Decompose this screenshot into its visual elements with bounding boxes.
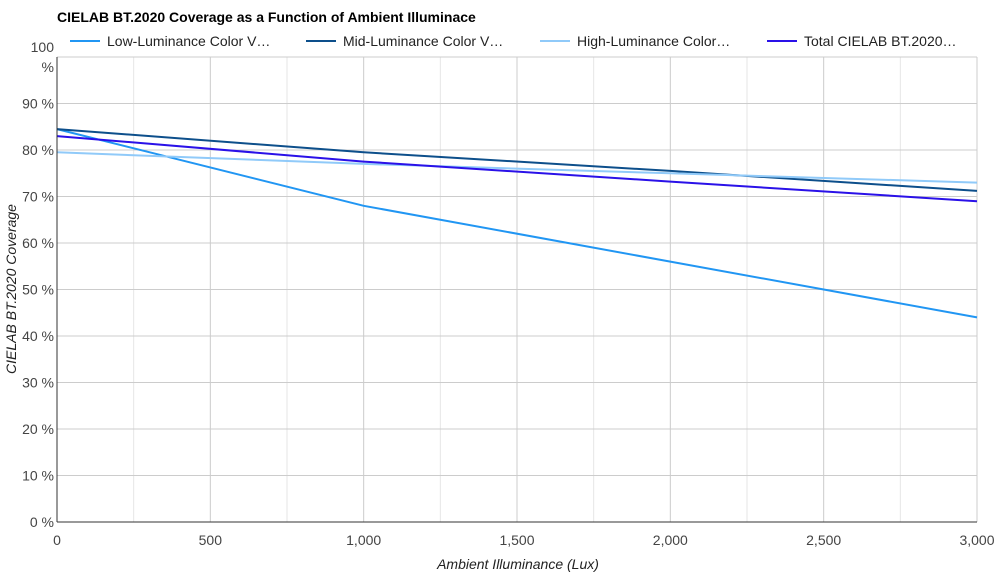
legend-label-2: Mid-Luminance Color V… <box>343 33 503 49</box>
x-tick-label: 1,000 <box>346 532 381 548</box>
series-line-4 <box>56 135 978 203</box>
y-tick-label-unit: % <box>42 59 54 75</box>
x-tick-label: 0 <box>53 532 61 548</box>
y-tick-label: 20 % <box>22 421 54 437</box>
legend-label-3: High-Luminance Color… <box>577 33 730 49</box>
y-tick-label: 50 % <box>22 282 54 298</box>
series-lines <box>56 128 978 319</box>
y-tick-label: 80 % <box>22 142 54 158</box>
series-line-1 <box>56 128 978 319</box>
x-tick-label: 1,500 <box>499 532 534 548</box>
y-tick-label: 0 % <box>30 514 54 530</box>
y-tick-label: 100 <box>31 39 55 55</box>
y-tick-label: 40 % <box>22 328 54 344</box>
x-tick-label: 3,000 <box>959 532 994 548</box>
legend-label-4: Total CIELAB BT.2020… <box>804 33 957 49</box>
y-tick-label: 60 % <box>22 235 54 251</box>
series-line-3 <box>56 151 978 184</box>
y-tick-label: 90 % <box>22 96 54 112</box>
x-tick-label: 500 <box>199 532 223 548</box>
y-axis-title: CIELAB BT.2020 Coverage <box>3 204 19 374</box>
tick-labels: 0 500 1,000 1,500 2,000 2,500 3,000 0 % 10 % 20 %… <box>22 39 995 548</box>
y-tick-label: 70 % <box>22 189 54 205</box>
gridlines <box>56 56 978 523</box>
legend-label-1: Low-Luminance Color V… <box>107 33 270 49</box>
chart-title: CIELAB BT.2020 Coverage as a Function of… <box>57 9 476 25</box>
series-line-2 <box>56 128 978 192</box>
x-tick-label: 2,000 <box>653 532 688 548</box>
x-tick-label: 2,500 <box>806 532 841 548</box>
axes <box>56 57 977 523</box>
x-axis-title: Ambient Illuminance (Lux) <box>436 556 599 572</box>
y-tick-label: 30 % <box>22 375 54 391</box>
legend: Low-Luminance Color V… Mid-Luminance Colo… <box>70 33 957 49</box>
y-tick-label: 10 % <box>22 468 54 484</box>
